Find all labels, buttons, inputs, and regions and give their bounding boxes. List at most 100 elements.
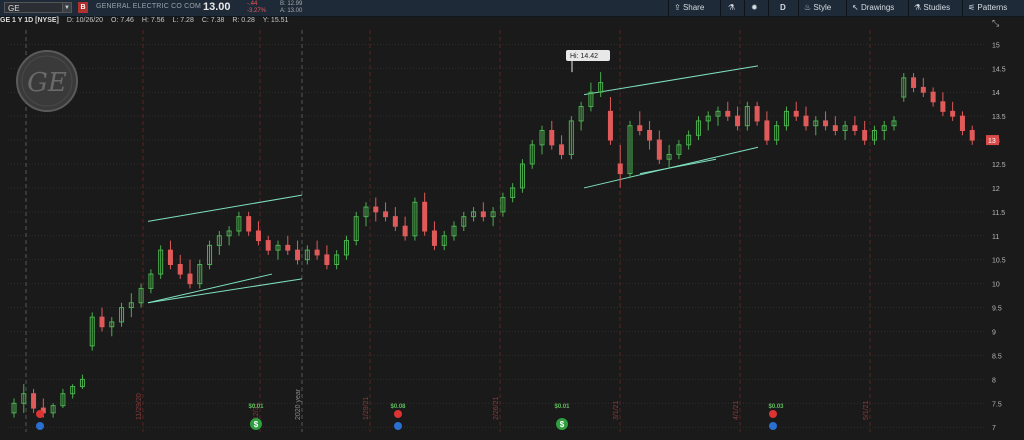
chart-title: GE 1 Y 1D [NYSE] [0,17,59,24]
period-button[interactable]: D [780,3,786,12]
ge-logo-watermark: GE [16,50,78,112]
dividend-label: $0.03 [768,404,784,410]
date-label: 5/1/21 [863,400,870,420]
candle-body [11,402,17,414]
price-tick-label: 7 [992,425,996,432]
hi-label: Hi: 14.42 [570,53,598,60]
info-date: D: 10/26/20 [66,17,104,24]
candle-body [412,201,418,237]
last-price: 13.00 [203,1,231,13]
drawings-button[interactable]: ↖ Drawings [852,0,894,16]
candle-body [79,378,85,388]
candle-body [568,120,574,155]
candle-body [353,216,359,242]
price-tick-label: 9 [992,330,996,337]
event-markers: $0.01 $0.08 $0.01 $0.03 $ $ [36,404,784,430]
candle-body [783,110,789,127]
candle-body [128,302,134,309]
ask-price: A: 13.00 [280,8,303,14]
share-button[interactable]: ⇪ Share [674,0,704,16]
studies-button[interactable]: ⚗ Studies [914,0,950,16]
candle-body [402,225,408,237]
studies-icon: ⚗ [914,3,922,12]
dollar-icon: $ [560,420,565,429]
date-label: 2020 year [295,388,302,420]
style-label: Style [813,3,832,12]
toolbar-separator [908,0,909,16]
candle-body [559,144,565,155]
last-price-tag [986,135,999,146]
price-tick-label: 12 [992,186,1000,193]
price-tick-label: 10.5 [992,258,1006,265]
candle-body [754,106,760,122]
candle-body [167,249,173,265]
candle-body [519,163,525,189]
candle-body [686,134,692,146]
candle-body [901,77,907,98]
candle-body [158,249,164,275]
dollar-icon: $ [254,420,259,429]
candle-body [226,230,232,237]
gear-icon[interactable]: ✹ [751,3,758,12]
candle-body [823,120,829,127]
dividend-label: $0.01 [248,404,264,410]
style-button[interactable]: ♨ Style [804,0,831,16]
info-high: H: 7.56 [141,17,165,24]
earnings-icon [36,410,44,418]
toolbar-separator [768,0,769,16]
symbol-dropdown-icon[interactable]: ▼ [62,2,72,13]
candle-body [383,211,389,218]
price-tick-label: 11.5 [992,210,1005,217]
candle-body [314,249,320,256]
candle-body [343,240,349,256]
candle-body [969,130,975,141]
candle-body [197,264,203,285]
bid-ask: B: 12.99 A: 13.00 [280,1,302,15]
candle-body [119,307,125,323]
patterns-button[interactable]: ⚟ Patterns [968,0,1007,16]
info-open: O: 7.46 [110,17,134,24]
collapse-arrow-icon: ⤡ [992,18,999,28]
chart-grid [8,43,985,428]
last-price-tag-label: 13 [988,138,996,145]
trendline [147,278,303,304]
candle-body [852,125,858,132]
candle-body [431,230,437,246]
candle-body [334,254,340,266]
candlesticks [11,72,975,418]
candle-body [774,125,780,141]
toolbar-separator [798,0,799,16]
date-label: 2/26/21 [493,397,500,420]
candle-body [216,235,222,246]
info-close: C: 7.38 [201,17,225,24]
price-tick-label: 9.5 [992,306,1002,313]
candle-body [490,211,496,218]
hi-label-box [566,50,610,61]
quarter-icon [36,422,44,430]
flask-icon[interactable]: ⚗ [728,3,736,12]
alert-badge[interactable]: B [78,2,88,13]
candle-body [637,125,643,132]
dividend-icon [250,418,262,430]
candle-body [500,197,506,213]
trendline [639,158,717,175]
dividend-label: $0.01 [554,404,570,410]
info-y: Y: 15.51 [262,17,289,24]
candle-body [940,101,946,112]
candle-body [89,316,95,347]
studies-label: Studies [923,3,951,12]
candle-body [920,86,926,93]
candle-body [510,187,516,199]
candle-body [70,386,76,395]
candle-body [588,91,594,108]
info-range: R: 0.28 [232,17,255,24]
candle-body [813,120,819,127]
price-tick-label: 7.5 [992,401,1002,408]
candle-body [373,206,379,213]
toolbar-separator [744,0,745,16]
toolbar-separator [668,0,669,16]
candle-body [451,225,457,237]
candle-body [891,120,897,127]
candle-body [50,405,56,414]
